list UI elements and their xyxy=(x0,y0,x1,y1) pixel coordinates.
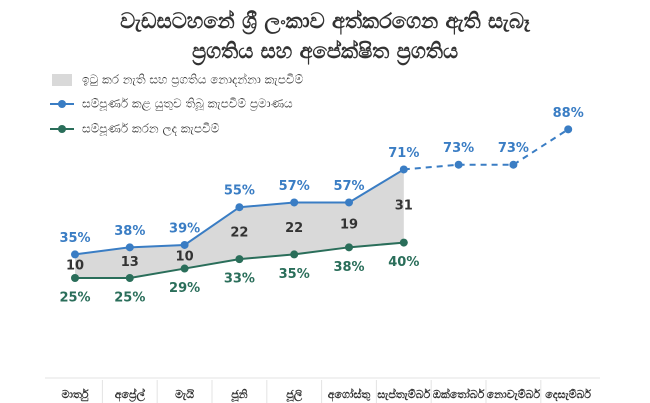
data-label: 25% xyxy=(59,291,90,306)
data-label: 25% xyxy=(114,291,145,306)
point xyxy=(345,243,353,252)
data-label: 73% xyxy=(498,141,529,156)
point xyxy=(71,274,79,282)
gap-label: 22 xyxy=(230,226,248,241)
legend-marker xyxy=(58,100,66,108)
data-label: 57% xyxy=(333,179,364,194)
x-tick-label: සැප්තැම්බර් xyxy=(377,387,430,401)
point xyxy=(290,250,299,259)
data-label: 40% xyxy=(388,255,419,270)
legend-label: සම්පූර්ණ කරන ලද කැපවීම් xyxy=(82,122,220,137)
x-tick-label: මැයි xyxy=(175,388,194,401)
x-tick-label: අගෝස්තු xyxy=(328,387,371,402)
data-label: 88% xyxy=(553,106,584,121)
x-tick-label: මාර්තු xyxy=(61,387,88,402)
data-label: 55% xyxy=(224,184,255,199)
x-tick-label: ජූනි xyxy=(231,388,248,402)
data-label: 35% xyxy=(59,231,90,246)
point xyxy=(290,198,299,207)
x-tick-label: ඔක්තෝබර් xyxy=(433,387,485,401)
data-label: 29% xyxy=(169,281,200,296)
gap-label: 13 xyxy=(121,255,139,270)
point xyxy=(399,165,408,174)
point xyxy=(180,240,189,249)
x-tick-label: ජූලි xyxy=(286,388,303,403)
legend-label: සම්පූර්ණ කළ යුතුව තිබූ කැපවීම් ප්‍රමාණය xyxy=(82,97,293,112)
data-label: 35% xyxy=(279,267,310,282)
x-tick-label: නොවැම්බර් xyxy=(487,387,541,401)
point xyxy=(564,125,573,134)
gap-label: 22 xyxy=(285,221,303,236)
point xyxy=(125,274,134,282)
x-tick-label: දෙසැම්බර් xyxy=(545,387,591,402)
chart-title: වැඩසටහනේ ශ්‍රී ලංකාව අත්කරගෙන ඇති සැබෑ ප… xyxy=(120,9,530,63)
point xyxy=(509,160,518,169)
point xyxy=(235,203,244,212)
legend-label: ඉටු කර නැති සහ ප්‍රගතිය නොදන්නා කැපවීම් xyxy=(82,72,303,87)
legend-marker xyxy=(58,125,66,133)
gap-label: 10 xyxy=(66,259,84,274)
data-label: 38% xyxy=(114,224,145,239)
gap-label: 31 xyxy=(395,199,413,214)
data-label: 57% xyxy=(279,179,310,194)
point xyxy=(235,255,244,264)
x-tick-label: අප්‍රේල් xyxy=(115,387,146,403)
data-label: 39% xyxy=(169,221,200,236)
point xyxy=(71,250,79,259)
point xyxy=(454,160,463,169)
point xyxy=(345,198,353,207)
gap-label: 10 xyxy=(176,249,194,264)
legend-swatch xyxy=(52,74,72,86)
data-label: 73% xyxy=(443,141,474,156)
point xyxy=(399,238,408,247)
series-line-dashed xyxy=(403,128,569,171)
point xyxy=(180,264,189,273)
data-label: 38% xyxy=(333,260,364,275)
point xyxy=(125,243,134,252)
data-label: 71% xyxy=(388,146,419,161)
data-label: 33% xyxy=(224,272,255,287)
gap-label: 19 xyxy=(340,217,358,232)
